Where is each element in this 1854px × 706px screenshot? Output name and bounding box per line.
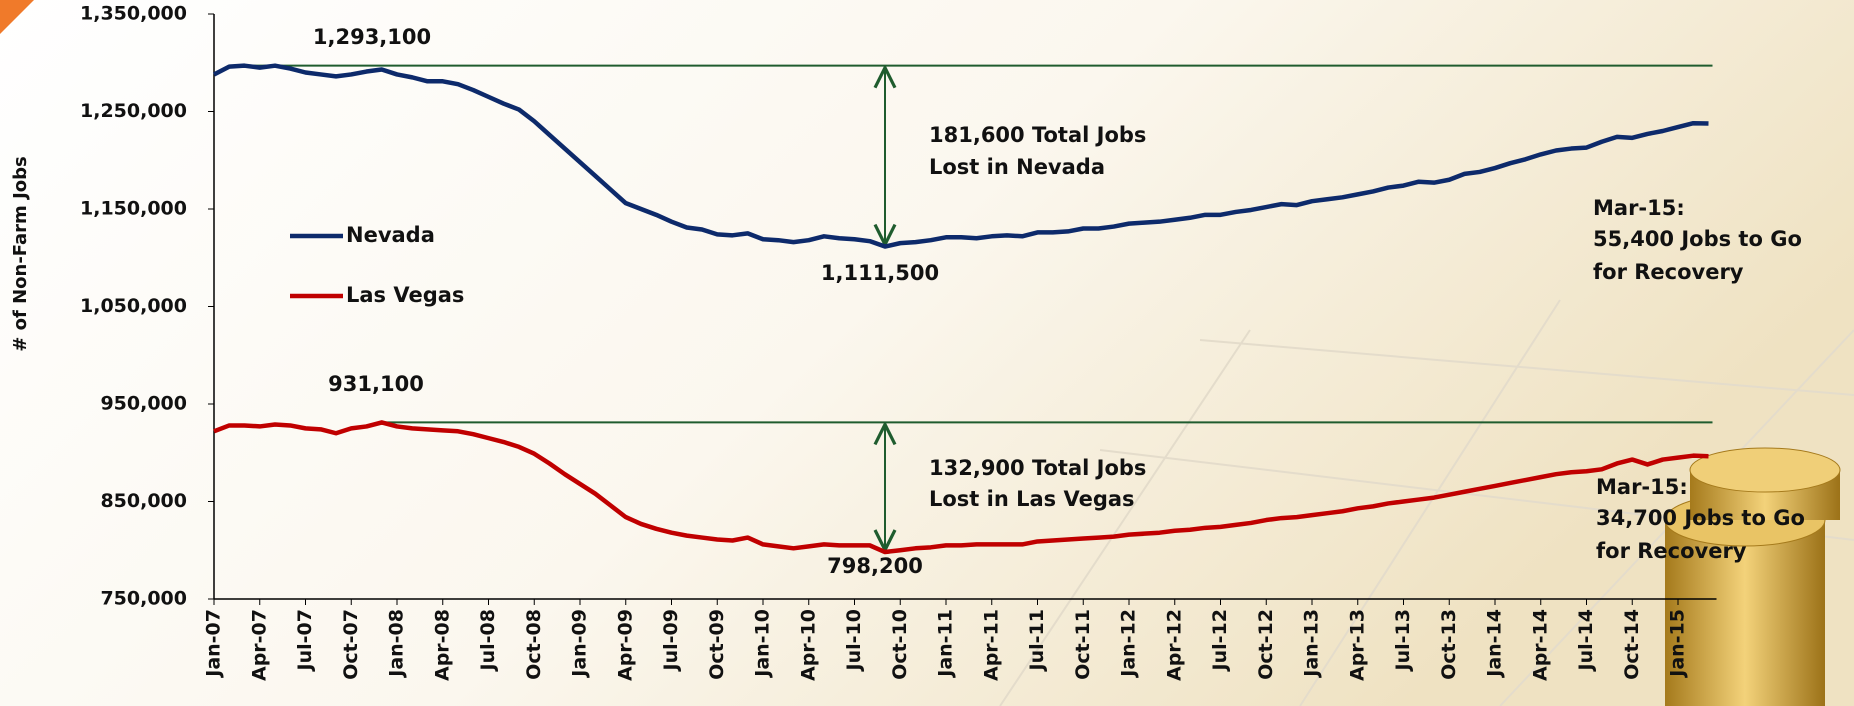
x-tick-label: Oct-14: [1621, 609, 1643, 680]
x-tick-label: Apr-12: [1163, 609, 1185, 681]
x-tick-label: Jan-12: [1118, 609, 1140, 679]
series-line: [212, 63, 1709, 249]
annotation: Mar-15:: [1593, 196, 1685, 220]
x-tick-label: Apr-13: [1346, 609, 1368, 681]
annotation: 1,293,100: [313, 25, 431, 49]
x-tick-label: Oct-08: [523, 609, 545, 680]
legend-label: Nevada: [346, 223, 435, 247]
y-tick-label: 950,000: [100, 393, 187, 415]
x-tick-label: Apr-11: [980, 609, 1002, 681]
x-tick-label: Jan-09: [569, 609, 591, 679]
annotation: Lost in Nevada: [929, 155, 1105, 179]
x-tick-label: Jul-10: [843, 609, 865, 672]
annotation: 931,100: [328, 372, 424, 396]
x-tick-label: Oct-10: [889, 609, 911, 680]
y-tick-label: 1,150,000: [80, 198, 187, 220]
annotation: 132,900 Total Jobs: [929, 456, 1146, 480]
x-tick-label: Apr-07: [248, 609, 270, 681]
annotation: 798,200: [827, 554, 923, 578]
x-tick-label: Jan-15: [1667, 609, 1689, 679]
x-tick-label: Oct-09: [706, 609, 728, 680]
x-tick-label: Jul-09: [660, 609, 682, 672]
series-line: [213, 420, 1709, 555]
x-tick-label: Jul-13: [1392, 609, 1414, 672]
x-tick-label: Jan-14: [1484, 609, 1506, 679]
y-tick-label: 850,000: [100, 490, 187, 512]
y-tick-label: 1,250,000: [80, 100, 187, 122]
x-tick-label: Oct-07: [340, 609, 362, 680]
x-tick-label: Jan-08: [386, 609, 408, 679]
y-tick-label: 750,000: [100, 588, 187, 610]
coin-stack: [1664, 447, 1841, 706]
x-tick-label: Apr-10: [797, 609, 819, 681]
x-tick-label: Apr-14: [1529, 609, 1551, 681]
y-tick-label: 1,050,000: [80, 295, 187, 317]
y-axis-label: # of Non-Farm Jobs: [10, 156, 31, 351]
x-tick-label: Jul-08: [477, 609, 499, 672]
annotation: Lost in Las Vegas: [929, 487, 1135, 511]
legend-label: Las Vegas: [346, 283, 464, 307]
x-tick-label: Oct-11: [1072, 609, 1094, 680]
annotation: 34,700 Jobs to Go: [1596, 506, 1805, 530]
x-tick-label: Jan-10: [752, 609, 774, 679]
x-tick-label: Jul-11: [1026, 609, 1048, 672]
annotation: for Recovery: [1596, 539, 1747, 563]
corner-decoration: [0, 0, 34, 34]
x-tick-label: Jul-12: [1209, 609, 1231, 672]
x-tick-label: Jul-14: [1575, 609, 1597, 672]
x-tick-label: Apr-09: [614, 609, 636, 681]
y-tick-label: 1,350,000: [80, 3, 187, 25]
annotation: 55,400 Jobs to Go: [1593, 227, 1802, 251]
x-tick-label: Oct-13: [1438, 609, 1460, 680]
annotation: for Recovery: [1593, 260, 1744, 284]
x-tick-label: Jan-07: [203, 609, 225, 679]
x-tick-label: Jan-11: [935, 609, 957, 679]
x-tick-label: Jul-07: [294, 609, 316, 672]
annotation: Mar-15:: [1596, 475, 1688, 499]
annotation: 1,111,500: [821, 261, 939, 285]
x-tick-label: Apr-08: [431, 609, 453, 681]
x-tick-label: Oct-12: [1255, 609, 1277, 680]
annotation: 181,600 Total Jobs: [929, 123, 1146, 147]
x-tick-label: Jan-13: [1301, 609, 1323, 679]
